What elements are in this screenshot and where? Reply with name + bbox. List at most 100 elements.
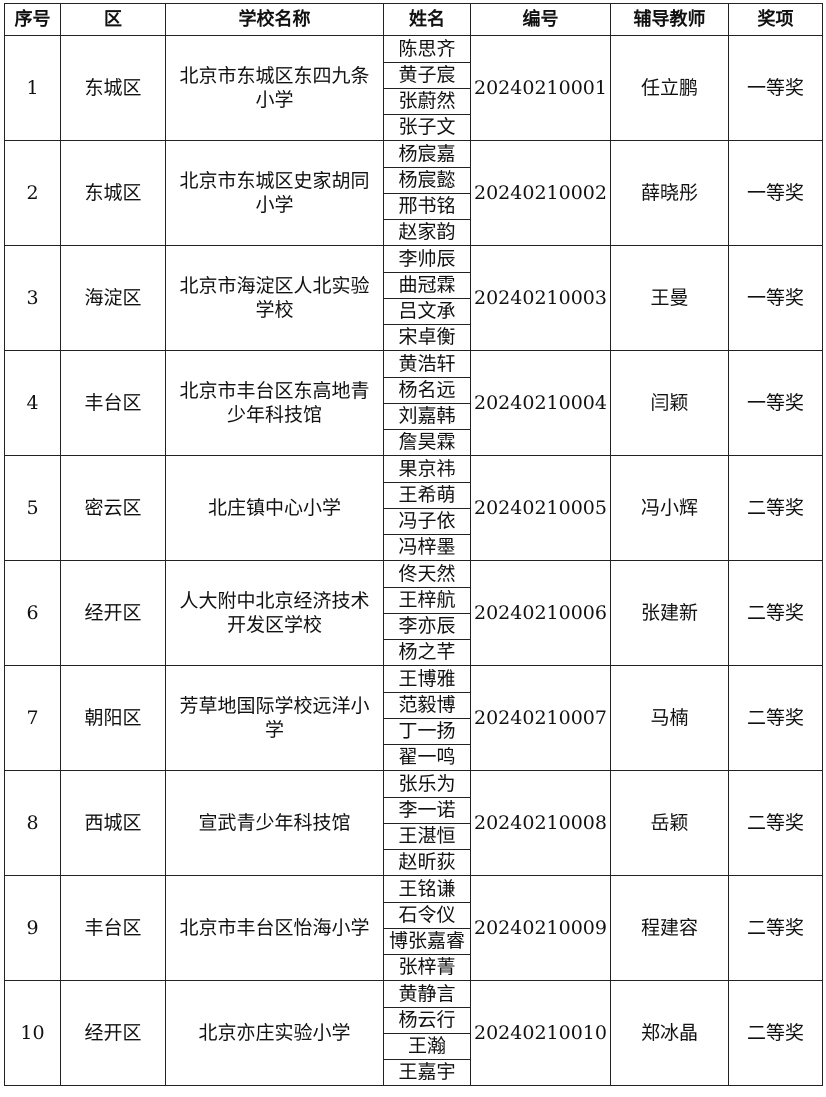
student-name: 杨宸嘉 (384, 142, 470, 168)
student-name: 黄子宸 (384, 63, 470, 89)
student-name: 刘嘉韩 (384, 404, 470, 430)
student-name: 博张嘉睿 (384, 929, 470, 955)
cell-teacher: 冯小辉 (610, 455, 729, 561)
cell-no: 1 (4, 35, 61, 141)
student-name: 黄浩轩 (384, 352, 470, 378)
cell-award: 一等奖 (728, 350, 823, 456)
cell-award: 二等奖 (728, 665, 823, 771)
student-name: 吕文承 (384, 299, 470, 325)
cell-school: 北京市丰台区东高地青少年科技馆 (165, 350, 384, 456)
cell-school: 人大附中北京经济技术开发区学校 (165, 560, 384, 666)
cell-names: 佟天然 王梓航 李亦辰 杨之芊 (383, 560, 471, 666)
cell-names: 杨宸嘉 杨宸懿 邢书铭 赵家韵 (383, 140, 471, 246)
cell-district: 西城区 (60, 770, 166, 876)
cell-teacher: 张建新 (610, 560, 729, 666)
cell-award: 一等奖 (728, 35, 823, 141)
cell-teacher: 任立鹏 (610, 35, 729, 141)
cell-names: 张乐为 李一诺 王湛恒 赵昕荻 (383, 770, 471, 876)
student-name: 王铭谦 (384, 877, 470, 903)
cell-no: 9 (4, 875, 61, 981)
table-row: 8 西城区 宣武青少年科技馆 张乐为 李一诺 王湛恒 赵昕荻 20240210008 岳颖 二等奖 (4, 770, 823, 876)
student-name: 张蔚然 (384, 89, 470, 115)
student-name: 王瀚 (384, 1034, 470, 1060)
cell-award: 二等奖 (728, 980, 823, 1086)
student-name: 王博雅 (384, 667, 470, 693)
student-name: 李亦辰 (384, 614, 470, 640)
student-name: 邢书铭 (384, 194, 470, 220)
cell-no: 8 (4, 770, 61, 876)
cell-no: 5 (4, 455, 61, 561)
cell-school: 宣武青少年科技馆 (165, 770, 384, 876)
student-name: 杨宸懿 (384, 168, 470, 194)
header-award: 奖项 (728, 3, 823, 36)
cell-no: 7 (4, 665, 61, 771)
cell-names: 陈思齐 黄子宸 张蔚然 张子文 (383, 35, 471, 141)
cell-code: 20240210001 (470, 35, 611, 141)
cell-district: 朝阳区 (60, 665, 166, 771)
student-name: 赵家韵 (398, 220, 456, 243)
table-row: 1 东城区 北京市东城区东四九条小学 陈思齐 黄子宸 张蔚然 张子文 20240210001 任… (4, 35, 823, 141)
student-name: 赵昕荻 (398, 850, 456, 873)
header-school: 学校名称 (165, 3, 384, 36)
cell-names: 黄静言 杨云行 王瀚 王嘉宇 (383, 980, 471, 1086)
cell-district: 经开区 (60, 980, 166, 1086)
header-district: 区 (60, 3, 166, 36)
cell-school: 北京市海淀区人北实验学校 (165, 245, 384, 351)
cell-code: 20240210004 (470, 350, 611, 456)
student-name: 宋卓衡 (398, 325, 456, 348)
student-name: 王梓航 (384, 588, 470, 614)
header-no: 序号 (4, 3, 61, 36)
cell-district: 丰台区 (60, 350, 166, 456)
cell-school: 北庄镇中心小学 (165, 455, 384, 561)
cell-district: 海淀区 (60, 245, 166, 351)
cell-code: 20240210008 (470, 770, 611, 876)
cell-district: 东城区 (60, 140, 166, 246)
student-name: 詹昊霖 (398, 430, 456, 453)
cell-no: 6 (4, 560, 61, 666)
cell-no: 10 (4, 980, 61, 1086)
cell-teacher: 薛晓彤 (610, 140, 729, 246)
table-row: 9 丰台区 北京市丰台区怡海小学 王铭谦 石令仪 博张嘉睿 张梓菁 20240210009 程建… (4, 875, 823, 981)
student-name: 李一诺 (384, 798, 470, 824)
cell-school: 芳草地国际学校远洋小学 (165, 665, 384, 771)
cell-teacher: 岳颖 (610, 770, 729, 876)
student-name: 王希萌 (384, 483, 470, 509)
student-name: 翟一鸣 (398, 745, 456, 768)
student-name: 李帅辰 (384, 247, 470, 273)
student-name: 黄静言 (384, 982, 470, 1008)
cell-school: 北京市东城区史家胡同小学 (165, 140, 384, 246)
header-row: 序号 区 学校名称 姓名 编号 辅导教师 奖项 (4, 3, 823, 36)
cell-code: 20240210003 (470, 245, 611, 351)
student-name: 范毅博 (384, 693, 470, 719)
cell-district: 密云区 (60, 455, 166, 561)
student-name: 果京祎 (384, 457, 470, 483)
cell-no: 3 (4, 245, 61, 351)
cell-teacher: 马楠 (610, 665, 729, 771)
student-name: 佟天然 (384, 562, 470, 588)
student-name: 杨云行 (384, 1008, 470, 1034)
cell-names: 王博雅 范毅博 丁一扬 翟一鸣 (383, 665, 471, 771)
cell-school: 北京市丰台区怡海小学 (165, 875, 384, 981)
table-row: 4 丰台区 北京市丰台区东高地青少年科技馆 黄浩轩 杨名远 刘嘉韩 詹昊霖 202402100… (4, 350, 823, 456)
student-name: 张乐为 (384, 772, 470, 798)
student-name: 冯子依 (384, 509, 470, 535)
student-name: 张子文 (398, 115, 456, 138)
cell-teacher: 程建容 (610, 875, 729, 981)
cell-teacher: 王曼 (610, 245, 729, 351)
cell-award: 二等奖 (728, 560, 823, 666)
cell-award: 二等奖 (728, 455, 823, 561)
student-name: 王嘉宇 (398, 1060, 456, 1083)
student-name: 陈思齐 (384, 37, 470, 63)
cell-teacher: 闫颖 (610, 350, 729, 456)
cell-district: 丰台区 (60, 875, 166, 981)
cell-award: 一等奖 (728, 140, 823, 246)
table-row: 10 经开区 北京亦庄实验小学 黄静言 杨云行 王瀚 王嘉宇 20240210010 郑冰晶 二等… (4, 980, 823, 1086)
table-row: 3 海淀区 北京市海淀区人北实验学校 李帅辰 曲冠霖 吕文承 宋卓衡 20240210003 王… (4, 245, 823, 351)
student-name: 丁一扬 (384, 719, 470, 745)
student-name: 石令仪 (384, 903, 470, 929)
cell-code: 20240210002 (470, 140, 611, 246)
student-name: 曲冠霖 (384, 273, 470, 299)
header-teacher: 辅导教师 (610, 3, 729, 36)
cell-school: 北京亦庄实验小学 (165, 980, 384, 1086)
cell-code: 20240210007 (470, 665, 611, 771)
